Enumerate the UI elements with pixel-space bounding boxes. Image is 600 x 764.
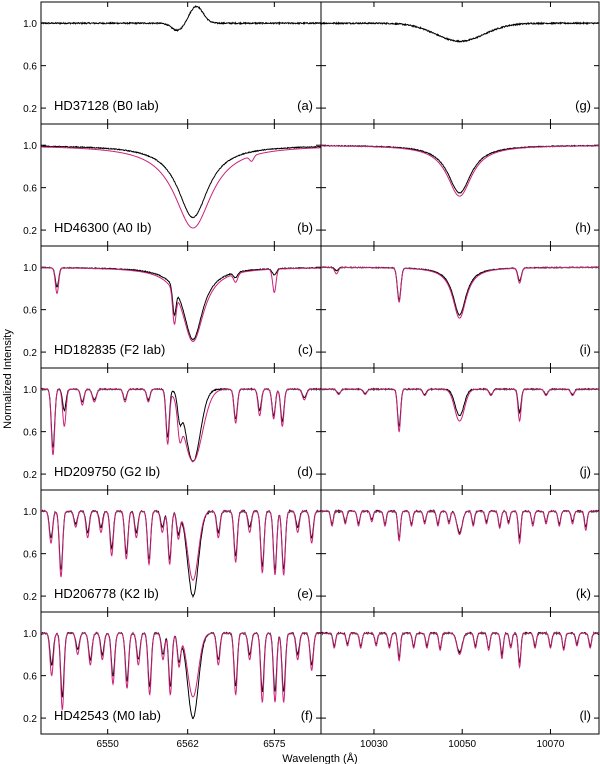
x-tick-label-left: 6562 [177, 739, 200, 750]
y-tick-label: 0.2 [23, 714, 37, 725]
star-label: HD206778 (K2 Ib) [54, 586, 159, 601]
panel-letter: (d) [297, 464, 313, 479]
star-label: HD209750 (G2 Ib) [54, 464, 160, 479]
x-tick-label-left: 6575 [263, 739, 286, 750]
model-spectrum-left [41, 632, 321, 711]
panel-frame-right [320, 1, 600, 125]
y-tick-label: 0.6 [23, 62, 37, 73]
x-tick-label-right: 10070 [537, 739, 565, 750]
star-label: HD182835 (F2 Iab) [54, 342, 165, 357]
star-label: HD37128 (B0 Iab) [54, 98, 159, 113]
panel-letter: (j) [579, 464, 591, 479]
y-tick-label: 1.0 [23, 263, 37, 274]
observed-spectrum-right [320, 266, 600, 316]
observed-spectrum-right [320, 144, 600, 194]
model-spectrum-right [321, 632, 599, 670]
y-tick-label: 0.6 [23, 672, 37, 683]
panel-frame-right [320, 611, 600, 735]
y-tick-label: 0.6 [23, 428, 37, 439]
model-spectrum-right [321, 510, 599, 545]
panel-letter: (l) [579, 708, 591, 723]
panel-letter: (k) [576, 586, 591, 601]
model-spectrum-left [40, 146, 322, 229]
x-axis-title: Wavelength (Å) [282, 752, 357, 764]
model-spectrum-left [41, 388, 321, 462]
y-tick-label: 1.0 [23, 385, 37, 396]
y-tick-label: 0.6 [23, 306, 37, 317]
star-label: HD46300 (A0 Ib) [54, 220, 152, 235]
y-tick-label: 0.2 [23, 470, 37, 481]
x-tick-label-right: 10050 [448, 739, 476, 750]
panel-2: (b) (h) 0.2 0.6 1.0 HD46300 (A0 Ib) [23, 123, 600, 247]
model-spectrum-right [321, 266, 599, 319]
panel-letter: (h) [575, 220, 591, 235]
model-spectrum-right [321, 388, 599, 433]
observed-spectrum-left [40, 387, 322, 463]
observed-spectrum-left [40, 631, 322, 720]
panel-frame-right [320, 245, 600, 369]
y-axis-title: Normalized Intensity [2, 329, 14, 429]
y-tick-label: 1.0 [23, 19, 37, 30]
panel-letter: (i) [579, 342, 591, 357]
y-tick-label: 0.6 [23, 550, 37, 561]
y-tick-label: 1.0 [23, 141, 37, 152]
y-tick-label: 0.2 [23, 592, 37, 603]
star-label: HD42543 (M0 Iab) [54, 708, 161, 723]
panel-letter: (c) [298, 342, 313, 357]
y-tick-label: 0.6 [23, 184, 37, 195]
y-tick-label: 0.2 [23, 104, 37, 115]
panel-letter: (b) [297, 220, 313, 235]
panel-3: (c) (i) 0.2 0.6 1.0 HD182835 (F2 Iab) [23, 245, 600, 369]
panel-letter: (g) [575, 98, 591, 113]
observed-spectrum-right [320, 21, 600, 44]
panel-grid: (a) (g) 0.2 0.6 1.0 HD37128 (B0 Iab) (b) (h) 0.2… [23, 1, 600, 750]
panel-4: (d) (j) 0.2 0.6 1.0 HD209750 (G2 Ib) [23, 367, 600, 491]
y-tick-label: 1.0 [23, 629, 37, 640]
y-tick-label: 1.0 [23, 507, 37, 518]
y-tick-label: 0.2 [23, 226, 37, 237]
model-spectrum-right [321, 145, 599, 197]
panel-1: (a) (g) 0.2 0.6 1.0 HD37128 (B0 Iab) [23, 1, 600, 125]
observed-spectrum-left [40, 145, 322, 219]
panel-letter: (e) [297, 586, 313, 601]
panel-letter: (a) [297, 98, 313, 113]
x-tick-label-right: 10030 [360, 739, 388, 750]
x-tick-label-left: 6550 [97, 739, 120, 750]
model-spectrum-left [41, 510, 321, 581]
panel-letter: (f) [301, 708, 313, 723]
panel-5: (e) (k) 0.2 0.6 1.0 HD206778 (K2 Ib) [23, 489, 600, 613]
model-spectrum-left [40, 267, 322, 342]
panel-6: (f) (l) 0.2 0.6 1.0 HD42543 (M0 Iab) [23, 611, 600, 735]
panel-frame-right [320, 123, 600, 247]
observed-spectrum-left [40, 4, 322, 32]
y-tick-label: 0.2 [23, 348, 37, 359]
observed-spectrum-left [40, 266, 322, 341]
panel-frame-right [320, 489, 600, 613]
panel-frame-right [320, 367, 600, 491]
